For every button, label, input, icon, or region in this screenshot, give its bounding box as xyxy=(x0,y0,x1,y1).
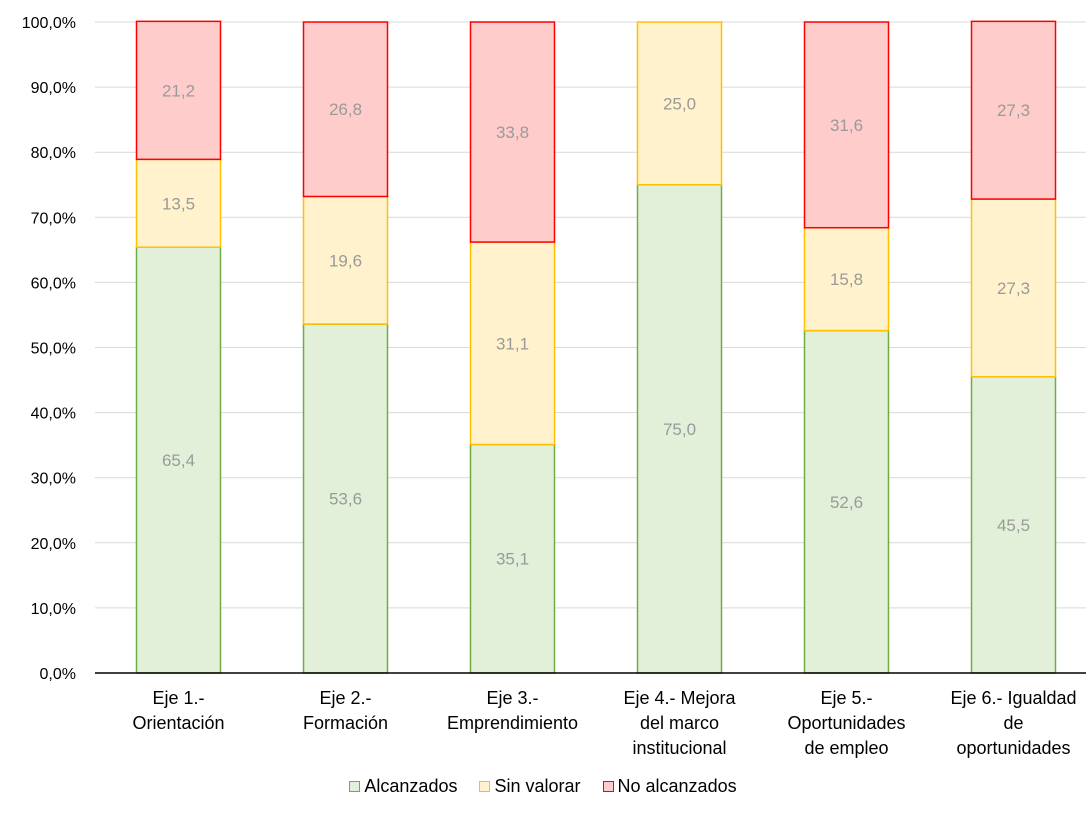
data-label: 15,8 xyxy=(830,270,863,289)
legend-item-sin-valorar: Sin valorar xyxy=(479,776,581,797)
legend-swatch-no-alcanzados xyxy=(602,781,614,792)
data-label: 19,6 xyxy=(329,251,362,270)
bar-segment xyxy=(970,198,1057,378)
y-tick-label: 70,0% xyxy=(31,210,76,227)
bar-segment xyxy=(469,443,556,674)
data-label: 31,6 xyxy=(830,116,863,135)
stacked-bar-chart: 0,0% 10,0% 20,0% 30,0% 40,0% 50,0% 60,0% 70,0% 8… xyxy=(22,15,1086,758)
bar-segment xyxy=(636,184,723,674)
legend-swatch-alcanzados xyxy=(349,781,361,792)
x-tick-label: Eje 1.- xyxy=(152,688,204,708)
bar-segment xyxy=(302,195,389,325)
legend: Alcanzados Sin valorar No alcanzados xyxy=(0,776,1086,797)
x-tick-label: de empleo xyxy=(804,738,888,758)
bar-segment xyxy=(636,21,723,186)
y-tick-label: 50,0% xyxy=(31,341,76,358)
bar-segment xyxy=(135,158,222,248)
y-tick-label: 30,0% xyxy=(31,471,76,488)
x-tick-label: Eje 5.- xyxy=(820,688,872,708)
x-tick-label: Eje 6.- Igualdad xyxy=(950,688,1076,708)
data-label: 53,6 xyxy=(329,490,362,509)
x-tick-label: Formación xyxy=(303,713,388,733)
data-label: 25,0 xyxy=(663,94,696,113)
data-label: 27,3 xyxy=(997,101,1030,120)
x-tick-label: oportunidades xyxy=(956,738,1070,758)
x-tick-label: Eje 2.- xyxy=(319,688,371,708)
data-label: 75,0 xyxy=(663,420,696,439)
x-tick-label: Orientación xyxy=(132,713,224,733)
data-label: 35,1 xyxy=(496,550,529,569)
data-label: 27,3 xyxy=(997,279,1030,298)
bar-segment xyxy=(469,241,556,446)
y-tick-label: 100,0% xyxy=(22,15,76,32)
data-label: 33,8 xyxy=(496,123,529,142)
bar-segment xyxy=(803,21,890,229)
legend-item-no-alcanzados: No alcanzados xyxy=(602,776,737,797)
y-tick-label: 80,0% xyxy=(31,145,76,162)
legend-label-no-alcanzados: No alcanzados xyxy=(617,776,737,796)
y-tick-label: 20,0% xyxy=(31,536,76,553)
x-tick-label: Eje 4.- Mejora xyxy=(623,688,736,708)
bar-segment xyxy=(135,20,222,161)
y-tick-label: 40,0% xyxy=(31,406,76,423)
data-label: 65,4 xyxy=(162,451,195,470)
legend-item-alcanzados: Alcanzados xyxy=(349,776,457,797)
legend-label-sin-valorar: Sin valorar xyxy=(494,776,581,796)
legend-label-alcanzados: Alcanzados xyxy=(364,776,458,796)
x-tick-label: de xyxy=(1003,713,1023,733)
x-tick-label: Emprendimiento xyxy=(447,713,578,733)
legend-swatch-sin-valorar xyxy=(479,781,491,792)
data-label: 45,5 xyxy=(997,516,1030,535)
bar-segment xyxy=(803,226,890,332)
data-label: 52,6 xyxy=(830,493,863,512)
data-label: 31,1 xyxy=(496,334,529,353)
y-tick-label: 60,0% xyxy=(31,275,76,292)
x-tick-label: Eje 3.- xyxy=(486,688,538,708)
y-tick-label: 0,0% xyxy=(40,666,76,683)
bar-segment xyxy=(302,21,389,198)
x-tick-label: institucional xyxy=(632,738,726,758)
y-tick-label: 90,0% xyxy=(31,80,76,97)
bar-segment xyxy=(970,20,1057,200)
data-label: 21,2 xyxy=(162,81,195,100)
bar-segment xyxy=(302,323,389,674)
bar-segment xyxy=(469,21,556,243)
bar-segment xyxy=(803,329,890,674)
y-tick-label: 10,0% xyxy=(31,601,76,618)
data-label: 26,8 xyxy=(329,100,362,119)
x-tick-label: del marco xyxy=(640,713,719,733)
x-tick-label: Oportunidades xyxy=(787,713,905,733)
data-label: 13,5 xyxy=(162,194,195,213)
